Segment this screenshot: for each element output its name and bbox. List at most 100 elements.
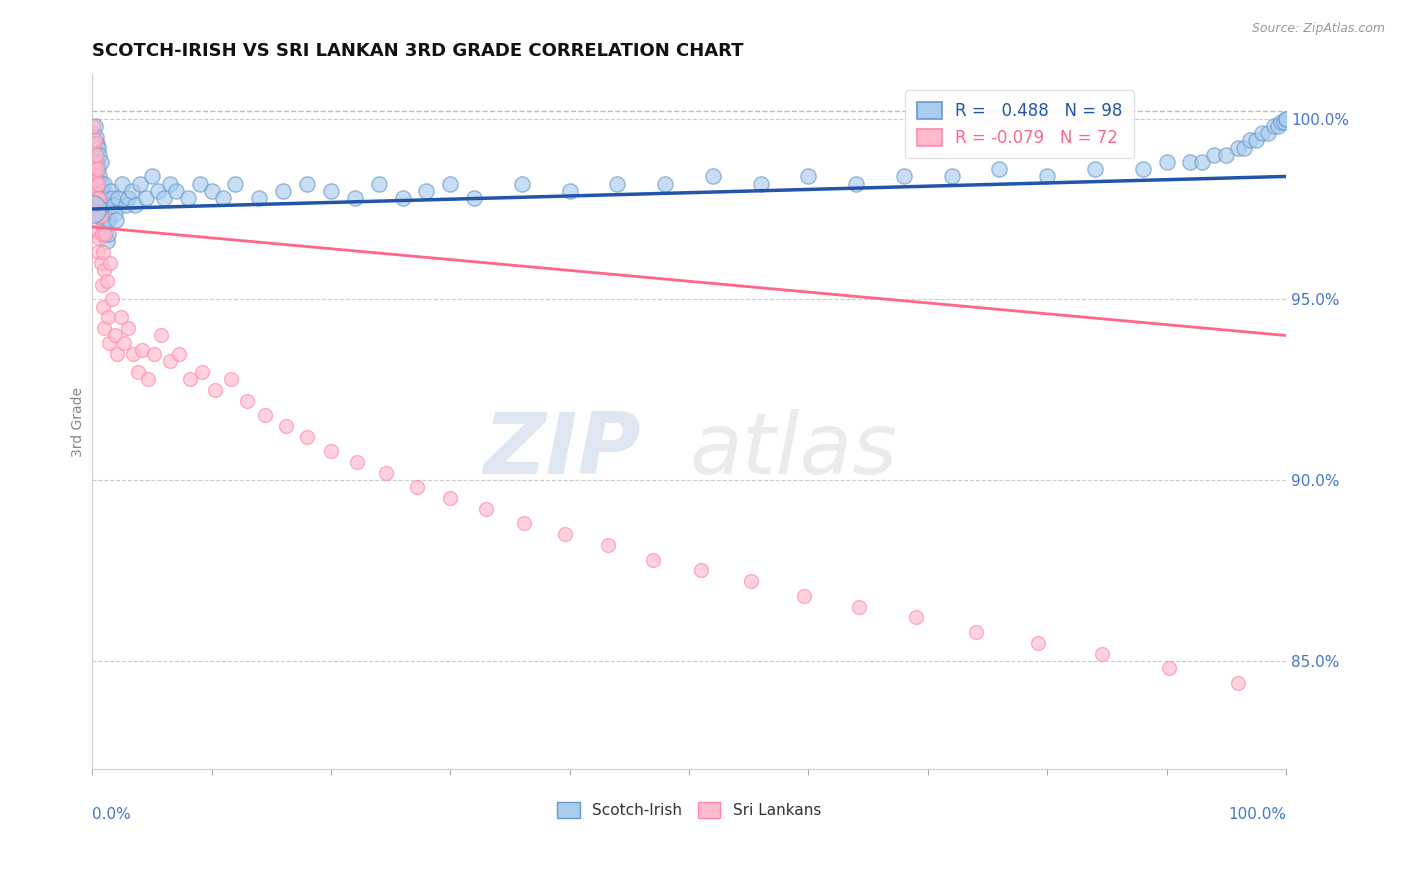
Point — [98, 256, 121, 270]
Point — [129, 177, 152, 191]
Point — [84, 129, 107, 144]
Point — [200, 184, 222, 198]
Point — [90, 277, 112, 292]
Point — [83, 184, 105, 198]
Point — [188, 177, 211, 191]
Point — [1227, 140, 1250, 154]
Point — [295, 177, 318, 191]
Point — [596, 538, 619, 552]
Point — [121, 346, 143, 360]
Point — [415, 184, 437, 198]
Point — [247, 191, 270, 205]
Point — [91, 245, 114, 260]
Point — [848, 599, 870, 614]
Point — [96, 274, 118, 288]
Point — [643, 552, 665, 566]
Point — [1263, 119, 1285, 133]
Point — [219, 372, 242, 386]
Point — [475, 502, 498, 516]
Point — [1191, 155, 1213, 169]
Text: Source: ZipAtlas.com: Source: ZipAtlas.com — [1251, 22, 1385, 36]
Point — [1036, 169, 1059, 184]
Point — [117, 191, 139, 205]
Point — [94, 202, 117, 216]
Point — [86, 136, 108, 151]
Point — [136, 372, 159, 386]
Point — [204, 383, 226, 397]
Point — [86, 224, 108, 238]
Point — [1180, 155, 1202, 169]
Point — [117, 321, 139, 335]
Point — [1084, 162, 1107, 177]
Point — [121, 184, 143, 198]
Point — [86, 173, 108, 187]
Legend: Scotch-Irish, Sri Lankans: Scotch-Irish, Sri Lankans — [551, 796, 827, 824]
Y-axis label: 3rd Grade: 3rd Grade — [72, 387, 86, 458]
Point — [97, 212, 120, 227]
Point — [1251, 126, 1274, 140]
Point — [104, 328, 127, 343]
Point — [93, 321, 115, 335]
Point — [110, 310, 132, 325]
Point — [84, 147, 107, 161]
Point — [274, 418, 297, 433]
Point — [87, 245, 110, 260]
Point — [93, 263, 115, 277]
Point — [87, 162, 110, 177]
Point — [94, 227, 117, 242]
Point — [740, 574, 762, 589]
Point — [91, 191, 114, 205]
Point — [1272, 115, 1295, 129]
Point — [105, 346, 128, 360]
Point — [84, 166, 107, 180]
Point — [83, 119, 105, 133]
Point — [153, 191, 176, 205]
Point — [105, 212, 128, 227]
Point — [1026, 636, 1049, 650]
Point — [101, 293, 124, 307]
Point — [94, 227, 117, 242]
Point — [89, 147, 111, 161]
Point — [1257, 126, 1279, 140]
Point — [254, 408, 277, 422]
Text: atlas: atlas — [689, 409, 897, 491]
Text: SCOTCH-IRISH VS SRI LANKAN 3RD GRADE CORRELATION CHART: SCOTCH-IRISH VS SRI LANKAN 3RD GRADE COR… — [93, 42, 744, 60]
Point — [797, 169, 820, 184]
Point — [212, 191, 235, 205]
Point — [112, 335, 135, 350]
Point — [141, 169, 163, 184]
Point — [1156, 155, 1178, 169]
Point — [90, 256, 112, 270]
Point — [513, 516, 536, 531]
Text: 100.0%: 100.0% — [1227, 807, 1286, 822]
Point — [343, 191, 366, 205]
Point — [84, 173, 107, 187]
Point — [124, 198, 146, 212]
Point — [90, 155, 112, 169]
Point — [1275, 112, 1298, 126]
Point — [150, 328, 173, 343]
Point — [97, 335, 120, 350]
Point — [749, 177, 772, 191]
Point — [236, 393, 259, 408]
Point — [87, 209, 110, 223]
Point — [83, 136, 105, 151]
Point — [554, 527, 576, 541]
Point — [83, 133, 105, 147]
Point — [100, 184, 122, 198]
Point — [1239, 133, 1261, 147]
Point — [90, 177, 112, 191]
Point — [606, 177, 628, 191]
Point — [169, 346, 191, 360]
Point — [82, 162, 104, 177]
Point — [111, 177, 134, 191]
Point — [84, 147, 107, 161]
Point — [97, 310, 120, 325]
Point — [82, 119, 104, 133]
Point — [893, 169, 915, 184]
Point — [82, 126, 104, 140]
Point — [84, 202, 107, 216]
Point — [224, 177, 246, 191]
Point — [135, 191, 157, 205]
Point — [90, 184, 112, 198]
